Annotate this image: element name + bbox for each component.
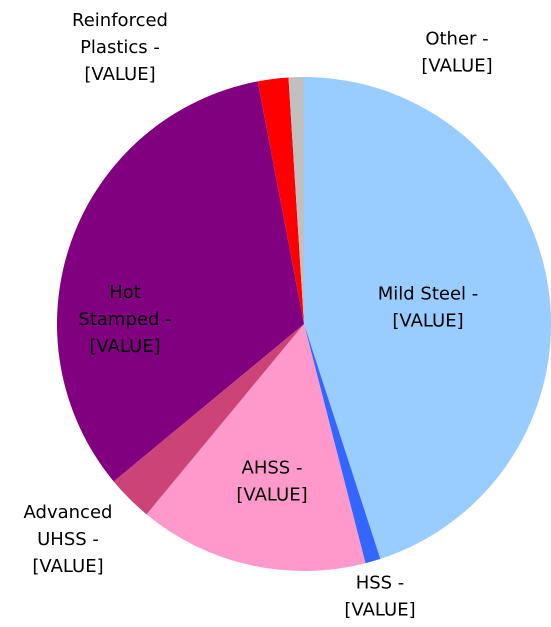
data-label: Stamped - — [78, 309, 171, 330]
data-label: Mild Steel - — [378, 284, 479, 305]
data-label: HSS - — [356, 573, 405, 594]
data-label: Other - — [425, 29, 488, 50]
data-label: [VALUE] — [236, 485, 307, 506]
data-label: AHSS - — [242, 458, 303, 479]
pie-slice — [56, 81, 304, 482]
data-label: [VALUE] — [84, 64, 155, 85]
pie-slice — [304, 77, 551, 559]
pie-slice — [288, 77, 304, 324]
data-label: UHSS - — [37, 529, 99, 550]
data-label: [VALUE] — [344, 600, 415, 621]
data-label: Advanced — [24, 502, 113, 523]
data-label: [VALUE] — [89, 336, 160, 357]
pie-slice — [146, 324, 366, 572]
data-label: Plastics - — [80, 37, 160, 58]
pie-slice — [113, 324, 304, 515]
data-label: Reinforced — [72, 10, 168, 31]
data-label: [VALUE] — [421, 56, 492, 77]
data-label: [VALUE] — [32, 556, 103, 577]
data-label: [VALUE] — [392, 311, 463, 332]
pie-slice — [304, 324, 381, 564]
data-label: Hot — [109, 282, 141, 303]
pie-slice — [257, 77, 304, 324]
